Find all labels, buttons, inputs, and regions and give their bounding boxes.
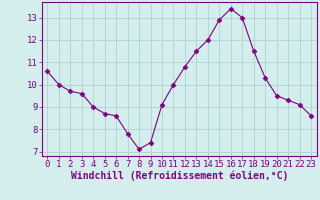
X-axis label: Windchill (Refroidissement éolien,°C): Windchill (Refroidissement éolien,°C) bbox=[70, 171, 288, 181]
